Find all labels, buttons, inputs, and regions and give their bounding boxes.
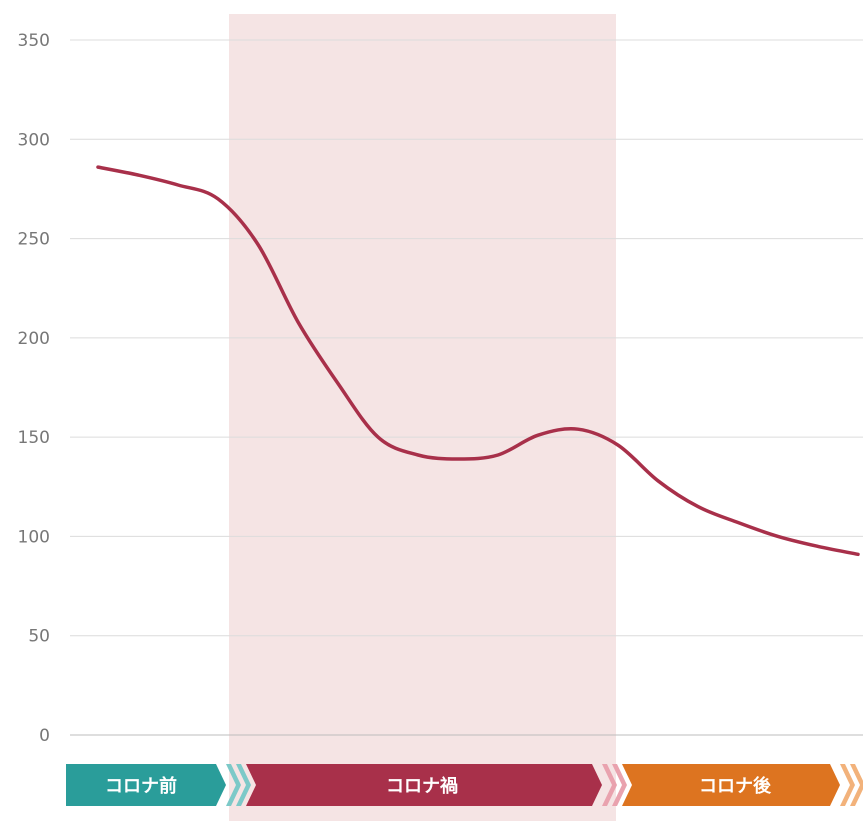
y-tick-label: 350	[18, 31, 50, 51]
phase-during-chevron	[612, 764, 627, 806]
y-tick-label: 100	[18, 527, 50, 547]
phase-during: コロナ禍	[246, 764, 627, 806]
phase-before-chevron	[236, 764, 251, 806]
highlight-band-corona	[229, 14, 616, 821]
phase-before-chevron	[226, 764, 241, 806]
phase-after-chevron	[850, 764, 863, 806]
y-tick-label: 50	[28, 627, 50, 647]
phase-after-label: コロナ後	[699, 775, 772, 797]
phase-before-arrow	[66, 764, 226, 806]
phase-before: コロナ前	[66, 764, 251, 806]
phase-during-arrow	[246, 764, 602, 806]
phase-after-chevron	[840, 764, 855, 806]
y-tick-label: 150	[18, 428, 50, 448]
phase-during-chevron	[602, 764, 617, 806]
phase-after-arrow	[622, 764, 840, 806]
y-tick-label: 250	[18, 230, 50, 250]
y-tick-label: 300	[18, 130, 50, 150]
phase-after: コロナ後	[622, 764, 863, 806]
y-tick-label: 200	[18, 329, 50, 349]
phase-during-label: コロナ禍	[386, 775, 458, 797]
y-axis-ticks: 0 50 100 150 200 250 300 350	[18, 31, 50, 746]
phase-banner: コロナ前 コロナ禍 コロナ後	[66, 764, 863, 806]
series-line	[96, 165, 860, 557]
y-tick-label: 0	[39, 726, 50, 746]
phase-before-label: コロナ前	[105, 775, 177, 797]
gridlines	[70, 39, 863, 736]
